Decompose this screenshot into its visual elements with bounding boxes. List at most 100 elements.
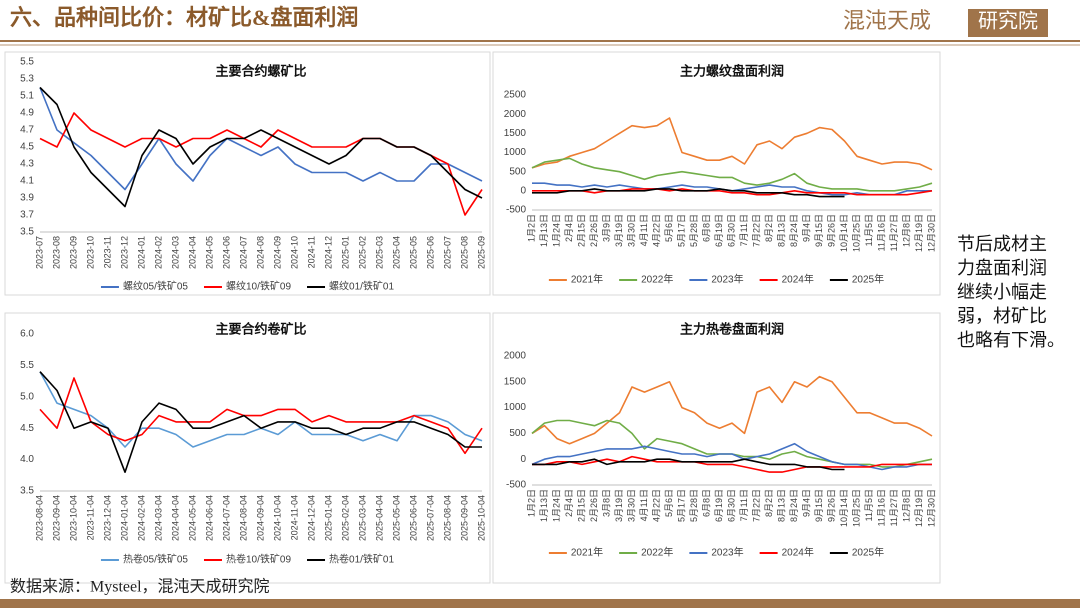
x-tick-label: 2023-07 (34, 236, 44, 269)
y-tick-label: 1000 (504, 402, 527, 413)
x-tick-label: 2025-01-04 (323, 495, 333, 541)
logo-box-text: 研究院 (978, 10, 1038, 33)
x-tick-label: 2025-09-04 (459, 495, 469, 541)
x-tick-label: 3月19日 (614, 489, 624, 522)
y-tick-label: 0 (520, 185, 526, 196)
legend-label: 2024年 (782, 273, 814, 286)
y-tick-label: 4.0 (20, 454, 34, 465)
x-tick-label: 12月19日 (914, 489, 924, 527)
side-note-line: 节后成材主 (957, 234, 1047, 254)
legend-label: 热卷10/铁矿09 (226, 553, 291, 566)
x-tick-label: 2024-11 (306, 236, 316, 268)
x-tick-label: 7月22日 (751, 214, 761, 247)
side-note-line: 弱，材矿比 (957, 306, 1047, 326)
series-line (532, 188, 933, 196)
slide-title: 六、品种间比价：材矿比&盘面利润 (10, 5, 358, 30)
x-tick-label: 8月2日 (764, 214, 774, 242)
legend-label: 螺纹10/铁矿09 (226, 280, 291, 293)
x-tick-label: 6月8日 (701, 489, 711, 517)
x-tick-label: 2025-02-04 (340, 495, 350, 541)
x-tick-label: 7月11日 (739, 214, 749, 246)
x-tick-label: 5月6日 (664, 489, 674, 517)
x-tick-label: 5月6日 (664, 214, 674, 242)
legend-label: 2023年 (711, 273, 743, 286)
x-tick-label: 2024-06-04 (204, 495, 214, 541)
y-tick-label: 2000 (504, 351, 527, 362)
x-tick-label: 2025-09 (476, 236, 486, 269)
x-tick-label: 2025-10-04 (476, 495, 486, 541)
x-tick-label: 2024-03 (170, 236, 180, 269)
x-tick-label: 12月30日 (926, 214, 936, 252)
x-tick-label: 12月30日 (926, 489, 936, 527)
x-tick-label: 9月4日 (801, 214, 811, 242)
x-tick-label: 10月14日 (839, 214, 849, 252)
x-tick-label: 5月17日 (676, 214, 686, 247)
x-tick-label: 5月28日 (689, 214, 699, 247)
series-line (531, 442, 932, 471)
x-tick-label: 2025-04-04 (374, 495, 384, 541)
x-tick-label: 8月2日 (764, 489, 774, 517)
x-tick-label: 8月13日 (776, 214, 786, 247)
x-tick-label: 11月5日 (864, 489, 874, 521)
series-line (39, 377, 483, 455)
x-tick-label: 2024-02 (153, 236, 163, 269)
series-line (39, 87, 483, 191)
x-tick-label: 2025-06 (425, 236, 435, 269)
y-tick-label: 4.7 (20, 125, 34, 136)
x-tick-label: 2024-12-04 (306, 495, 316, 541)
logo-script: 混沌天成 (843, 8, 931, 33)
x-tick-label: 8月24日 (789, 214, 799, 247)
x-tick-label: 4月22日 (651, 489, 661, 522)
chart: 主要合约螺矿比 3.5 3.7 3.9 4.1 4.3 4.5 4.7 4.9 5.1 5.3 5.5… (4, 51, 491, 296)
x-tick-label: 12月8日 (901, 214, 911, 247)
x-tick-label: 2月15日 (576, 214, 586, 247)
x-tick-label: 1月13日 (539, 489, 549, 522)
x-tick-label: 10月25日 (851, 489, 861, 527)
x-tick-label: 1月2日 (526, 214, 536, 242)
x-tick-label: 2025-05-04 (391, 495, 401, 541)
chart: 主力热卷盘面利润 -500 0 500 1000 1500 2000 1月2日 1月13日 1月2… (492, 312, 941, 584)
legend-label: 2025年 (852, 273, 884, 286)
y-tick-label: 2500 (504, 90, 527, 101)
y-tick-label: 500 (509, 428, 526, 439)
x-tick-label: 2023-11 (102, 236, 112, 268)
x-tick-label: 2025-07 (442, 236, 452, 269)
x-tick-label: 10月25日 (851, 214, 861, 252)
x-tick-label: 12月8日 (901, 489, 911, 522)
chart-frame (492, 312, 941, 584)
legend-label: 2022年 (641, 273, 673, 286)
y-tick-label: 0 (520, 454, 526, 465)
series-line (39, 86, 483, 208)
x-tick-label: 2024-04-04 (170, 495, 180, 541)
legend: 2021年 2022年 2023年 2024年 2025年 (548, 546, 884, 559)
side-note-line: 力盘面利润 (957, 258, 1047, 278)
x-tick-label: 11月16日 (876, 214, 886, 251)
x-tick-label: 2025-04 (391, 236, 401, 269)
x-tick-label: 2023-11-04 (85, 495, 95, 540)
x-tick-label: 2024-10 (289, 236, 299, 269)
y-tick-label: 3.5 (20, 486, 34, 497)
x-tick-label: 4月11日 (639, 214, 649, 246)
y-tick-label: 500 (509, 166, 526, 177)
legend: 螺纹05/铁矿05 螺纹10/铁矿09 螺纹01/铁矿01 (100, 280, 394, 293)
x-tick-label: 2025-03-04 (357, 495, 367, 541)
x-tick-label: 2月26日 (589, 214, 599, 247)
x-tick-label: 2024-09 (272, 236, 282, 269)
x-tick-label: 2025-06-04 (408, 495, 418, 541)
y-tick-label: -500 (506, 205, 526, 216)
x-tick-label: 2023-09 (68, 236, 78, 269)
legend-label: 热卷05/铁矿05 (123, 553, 188, 566)
x-tick-label: 5月17日 (676, 489, 686, 522)
x-tick-label: 2024-07-04 (221, 495, 231, 541)
x-tick-label: 2024-10-04 (272, 495, 282, 541)
x-tick-label: 9月4日 (801, 489, 811, 517)
legend: 2021年 2022年 2023年 2024年 2025年 (548, 273, 884, 286)
x-tick-label: 2024-03-04 (153, 495, 163, 541)
x-tick-label: 4月11日 (639, 489, 649, 521)
x-tick-label: 2024-01 (136, 236, 146, 269)
legend-label: 螺纹01/铁矿01 (329, 280, 394, 293)
chart-title: 主要合约卷矿比 (215, 321, 306, 336)
